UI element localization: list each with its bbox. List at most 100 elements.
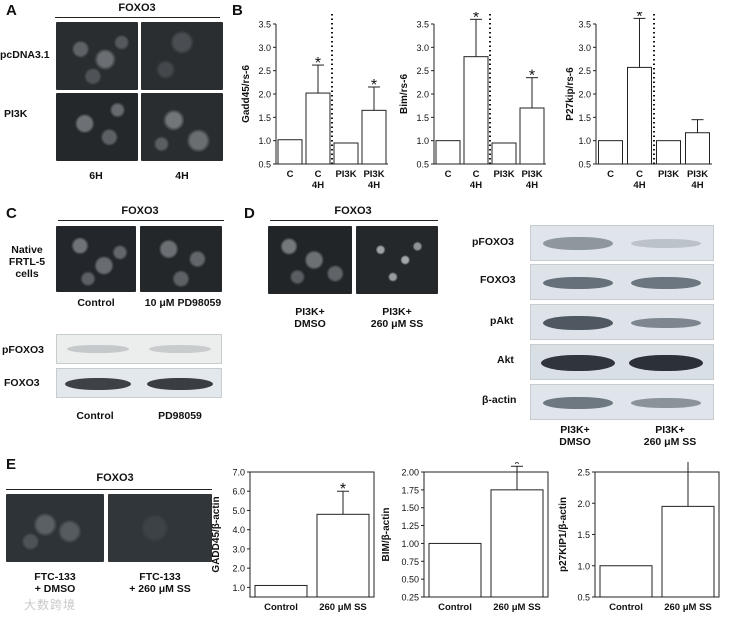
y-tick-label: 6.0 bbox=[232, 487, 245, 497]
x-tick-label: 4H bbox=[633, 180, 645, 191]
blot-c-col-label-2: PD98059 bbox=[158, 410, 202, 422]
y-axis-label: GADD45/β-actin bbox=[211, 496, 222, 572]
blot-c-pfoxo3-band-2 bbox=[149, 345, 211, 353]
blot-d-label-foxo3: FOXO3 bbox=[480, 274, 516, 286]
y-tick-label: 1.5 bbox=[416, 113, 429, 123]
panel-label-b: B bbox=[232, 2, 243, 19]
bar bbox=[685, 132, 710, 165]
y-tick-label: 0.5 bbox=[578, 160, 591, 170]
bar bbox=[333, 142, 359, 165]
y-tick-label: 2.5 bbox=[578, 66, 591, 76]
x-tick-label: 260 μM SS bbox=[664, 602, 712, 612]
y-axis-label: P27kip/rs-6 bbox=[565, 67, 576, 121]
panel-c-header-rule bbox=[58, 220, 224, 221]
blot-d-label-akt: Akt bbox=[497, 354, 514, 366]
blot-c-label-pfoxo3: pFOXO3 bbox=[2, 344, 45, 356]
y-tick-label: 0.5 bbox=[577, 593, 590, 603]
panel-d-col-label-1: PI3K+ DMSO bbox=[294, 306, 326, 330]
panel-e-col-label-2: FTC-133 + 260 μM SS bbox=[129, 571, 191, 595]
y-tick-label: 3.0 bbox=[578, 43, 591, 53]
blot-d-akt-band-1 bbox=[541, 355, 615, 371]
panel-c-header: FOXO3 bbox=[121, 205, 159, 217]
y-tick-label: 0.50 bbox=[401, 575, 419, 585]
y-tick-label: 3.5 bbox=[578, 20, 591, 30]
x-tick-label: Control bbox=[609, 602, 643, 612]
blot-c-foxo3-lane bbox=[56, 368, 222, 398]
panel-a-row-label-1: pcDNA3.1 bbox=[0, 49, 50, 61]
blot-d-pakt-band-1 bbox=[543, 316, 613, 330]
blot-d-beta-actin-band-2 bbox=[631, 398, 701, 408]
bar bbox=[428, 542, 482, 598]
bar bbox=[277, 139, 303, 165]
blot-d-akt-band-2 bbox=[629, 355, 703, 371]
y-tick-label: 2.0 bbox=[578, 90, 591, 100]
x-tick-label: Control bbox=[264, 602, 298, 612]
y-tick-label: 3.5 bbox=[416, 20, 429, 30]
y-axis-label: Bim/rs-6 bbox=[399, 74, 410, 114]
blot-d-foxo3-lane bbox=[530, 264, 714, 300]
x-tick-label: 4H bbox=[470, 180, 482, 191]
chart-p27kip-rs6: 0.51.01.52.02.53.03.5P27kip/rs-6C*C4HPI3… bbox=[565, 12, 712, 191]
blot-d-pfoxo3-lane bbox=[530, 225, 714, 261]
significance-mark: * bbox=[514, 462, 520, 473]
significance-mark: * bbox=[529, 68, 535, 85]
plot-frame bbox=[423, 471, 549, 598]
x-tick-label: 4H bbox=[691, 180, 703, 191]
micrograph-c-pd98059 bbox=[140, 226, 222, 292]
y-tick-label: 1.0 bbox=[258, 136, 271, 146]
bar bbox=[598, 140, 623, 165]
blot-c-col-label-1: Control bbox=[76, 410, 114, 422]
bar bbox=[316, 513, 370, 598]
y-tick-label: 1.75 bbox=[401, 485, 419, 495]
bar bbox=[305, 92, 331, 165]
panel-c-row-label: Native FRTL-5 cells bbox=[8, 244, 46, 280]
y-tick-label: 2.00 bbox=[401, 468, 419, 478]
blot-d-col-label-1: PI3K+ DMSO bbox=[559, 424, 591, 448]
y-tick-label: 1.50 bbox=[401, 503, 419, 513]
chart-bim-rs6: 0.51.01.52.02.53.03.5Bim/rs-6C*C4HPI3K*P… bbox=[399, 12, 546, 191]
y-tick-label: 1.5 bbox=[258, 113, 271, 123]
bar bbox=[361, 109, 387, 165]
y-tick-label: 3.5 bbox=[258, 20, 271, 30]
x-tick-label: 260 μM SS bbox=[493, 602, 541, 612]
plot-frame bbox=[249, 471, 375, 598]
blot-d-foxo3-band-2 bbox=[631, 277, 701, 289]
x-tick-label: C bbox=[315, 169, 322, 180]
y-axis-label: BIM/β-actin bbox=[381, 508, 392, 562]
watermark-logo: 大数跨境 bbox=[24, 598, 77, 612]
x-tick-label: PI3K bbox=[493, 169, 514, 180]
bar bbox=[599, 565, 653, 598]
y-axis-label: Gadd45/rs-6 bbox=[241, 65, 252, 123]
significance-mark: * bbox=[636, 12, 642, 25]
blot-d-label-pakt: pAkt bbox=[490, 315, 514, 327]
blot-c-foxo3-band-1 bbox=[65, 378, 131, 390]
micrograph-c-control bbox=[56, 226, 136, 292]
micrograph-e-ss bbox=[108, 494, 212, 562]
blot-d-col-label-2: PI3K+ 260 μM SS bbox=[643, 424, 697, 448]
y-tick-label: 1.5 bbox=[577, 530, 590, 540]
x-tick-label: PI3K bbox=[363, 169, 384, 180]
x-tick-label: PI3K bbox=[335, 169, 356, 180]
x-tick-label: 4H bbox=[368, 180, 380, 191]
y-tick-label: 3.0 bbox=[232, 544, 245, 554]
blot-d-pfoxo3-band-2 bbox=[631, 239, 701, 248]
x-tick-label: 260 μM SS bbox=[319, 602, 367, 612]
blot-d-pakt-lane bbox=[530, 304, 714, 340]
y-tick-label: 0.5 bbox=[416, 160, 429, 170]
x-tick-label: PI3K bbox=[521, 169, 542, 180]
bar bbox=[519, 107, 545, 165]
panel-e-header: FOXO3 bbox=[96, 472, 134, 484]
x-tick-label: PI3K bbox=[687, 169, 708, 180]
blot-d-pakt-band-2 bbox=[631, 318, 701, 328]
y-tick-label: 1.0 bbox=[416, 136, 429, 146]
bar bbox=[254, 584, 308, 598]
y-tick-label: 3.0 bbox=[258, 43, 271, 53]
bar bbox=[463, 56, 489, 165]
panel-a-header-rule bbox=[55, 17, 220, 18]
y-tick-label: 5.0 bbox=[232, 506, 245, 516]
significance-mark: * bbox=[371, 77, 377, 94]
bar bbox=[661, 505, 715, 598]
blot-d-akt-lane bbox=[530, 344, 714, 380]
y-tick-label: 2.5 bbox=[258, 66, 271, 76]
y-tick-label: 2.5 bbox=[577, 468, 590, 478]
